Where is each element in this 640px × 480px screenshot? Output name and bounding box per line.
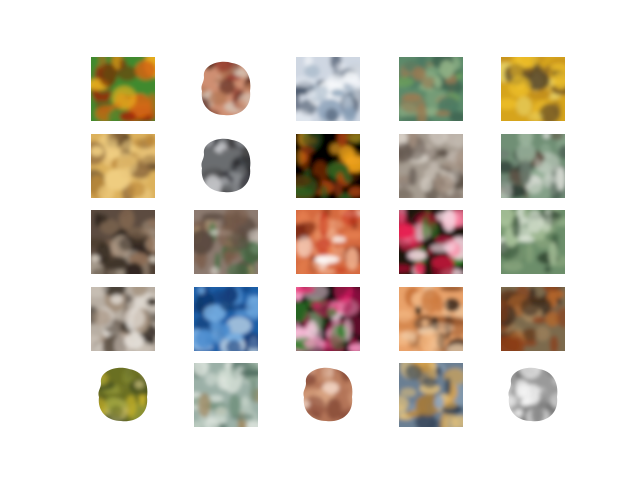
tile-r5-c4-image	[399, 363, 463, 427]
tile-r4-c4	[399, 287, 463, 351]
tile-r3-c2	[194, 210, 258, 274]
tile-r4-c4-image	[399, 287, 463, 351]
tile-r2-c1	[91, 134, 155, 198]
tile-r5-c5	[501, 363, 565, 427]
tile-r3-c4-image	[399, 210, 463, 274]
tile-r2-c4-image	[399, 134, 463, 198]
tile-r2-c4	[399, 134, 463, 198]
tile-r2-c5	[501, 134, 565, 198]
image-grid	[91, 57, 565, 427]
tile-r3-c1	[91, 210, 155, 274]
tile-r5-c3	[296, 363, 360, 427]
tile-r4-c1-image	[91, 287, 155, 351]
tile-r4-c5	[501, 287, 565, 351]
tile-r1-c5	[501, 57, 565, 121]
tile-r5-c4	[399, 363, 463, 427]
tile-r1-c4	[399, 57, 463, 121]
tile-r1-c1-image	[91, 57, 155, 121]
tile-r5-c1	[91, 363, 155, 427]
tile-r3-c3	[296, 210, 360, 274]
tile-r4-c3	[296, 287, 360, 351]
tile-r5-c3-image	[296, 363, 360, 427]
tile-r4-c3-image	[296, 287, 360, 351]
tile-r1-c3	[296, 57, 360, 121]
tile-r2-c2	[194, 134, 258, 198]
tile-r1-c5-image	[501, 57, 565, 121]
tile-r5-c1-image	[91, 363, 155, 427]
tile-r4-c2-image	[194, 287, 258, 351]
tile-r3-c2-image	[194, 210, 258, 274]
tile-r3-c3-image	[296, 210, 360, 274]
tile-r3-c5-image	[501, 210, 565, 274]
tile-r3-c4	[399, 210, 463, 274]
tile-r2-c5-image	[501, 134, 565, 198]
tile-r5-c2	[194, 363, 258, 427]
tile-r4-c5-image	[501, 287, 565, 351]
tile-r3-c1-image	[91, 210, 155, 274]
tile-r4-c1	[91, 287, 155, 351]
tile-r2-c1-image	[91, 134, 155, 198]
tile-r1-c4-image	[399, 57, 463, 121]
tile-r2-c2-image	[194, 134, 258, 198]
tile-r2-c3-image	[296, 134, 360, 198]
tile-r2-c3	[296, 134, 360, 198]
tile-r5-c5-image	[501, 363, 565, 427]
tile-r1-c3-image	[296, 57, 360, 121]
tile-r3-c5	[501, 210, 565, 274]
tile-r1-c1	[91, 57, 155, 121]
tile-r5-c2-image	[194, 363, 258, 427]
tile-r4-c2	[194, 287, 258, 351]
tile-r1-c2-image	[194, 57, 258, 121]
tile-r1-c2	[194, 57, 258, 121]
